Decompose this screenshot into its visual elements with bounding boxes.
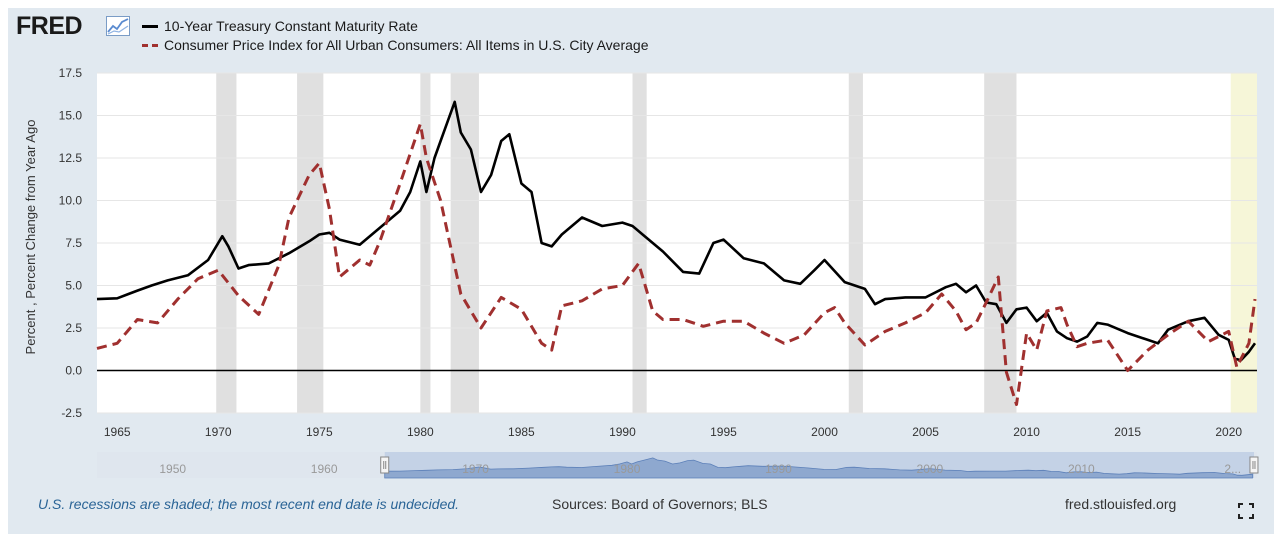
y-tick-label: 7.5 (65, 236, 82, 250)
x-tick-label: 2010 (1013, 425, 1040, 439)
handle-box[interactable] (380, 456, 390, 474)
legend-swatch-solid (142, 24, 158, 28)
y-tick-label: 15.0 (59, 109, 83, 123)
legend-label-cpi: Consumer Price Index for All Urban Consu… (164, 37, 649, 53)
fred-chart-icon (106, 16, 130, 36)
x-tick-label: 2015 (1114, 425, 1141, 439)
legend-label-treasury: 10-Year Treasury Constant Maturity Rate (164, 18, 418, 34)
x-tick-label: 1980 (407, 425, 434, 439)
series-line-cpi (96, 122, 1257, 406)
navigator-handle-right[interactable] (1249, 456, 1259, 474)
fred-url-link[interactable]: fred.stlouisfed.org (1065, 496, 1177, 512)
y-tick-label: 5.0 (65, 279, 82, 293)
navigator-tick-label: 2000 (917, 462, 944, 476)
x-tick-label: 1975 (306, 425, 333, 439)
legend-swatch-dashed (142, 43, 158, 47)
navigator-tick-label: 1980 (614, 462, 641, 476)
y-tick-label: -2.5 (61, 406, 82, 420)
y-tick-label: 2.5 (65, 321, 82, 335)
navigator-tick-label: 1970 (462, 462, 489, 476)
y-tick-label: 0.0 (65, 364, 82, 378)
y-tick-label: 12.5 (59, 151, 83, 165)
y-tick-label: 17.5 (59, 66, 83, 80)
sources-text: Sources: Board of Governors; BLS (552, 496, 768, 512)
legend-item-cpi[interactable]: Consumer Price Index for All Urban Consu… (142, 37, 649, 53)
y-axis-label: Percent , Percent Change from Year Ago (23, 120, 38, 355)
legend-item-treasury[interactable]: 10-Year Treasury Constant Maturity Rate (142, 18, 418, 34)
x-tick-label: 1995 (710, 425, 737, 439)
x-tick-label: 2020 (1215, 425, 1242, 439)
x-tick-label: 2000 (811, 425, 838, 439)
x-tick-label: 1965 (104, 425, 131, 439)
x-tick-label: 2005 (912, 425, 939, 439)
navigator-area (384, 457, 1253, 479)
recession-note: U.S. recessions are shaded; the most rec… (38, 496, 460, 512)
expand-icon[interactable] (1238, 503, 1254, 519)
series-line-treasury (96, 100, 1257, 362)
handle-box[interactable] (1249, 456, 1259, 474)
navigator-tick-label: 1990 (765, 462, 792, 476)
x-tick-label: 1970 (205, 425, 232, 439)
y-tick-label: 10.0 (59, 194, 83, 208)
navigator-tick-label: 1960 (311, 462, 338, 476)
navigator-tick-label: 2... (1224, 462, 1241, 476)
fred-logo[interactable]: FRED (16, 12, 83, 40)
x-tick-label: 1990 (609, 425, 636, 439)
navigator-tick-label: 1950 (159, 462, 186, 476)
x-tick-label: 1985 (508, 425, 535, 439)
navigator-handle-left[interactable] (380, 456, 390, 474)
navigator-tick-label: 2010 (1068, 462, 1095, 476)
